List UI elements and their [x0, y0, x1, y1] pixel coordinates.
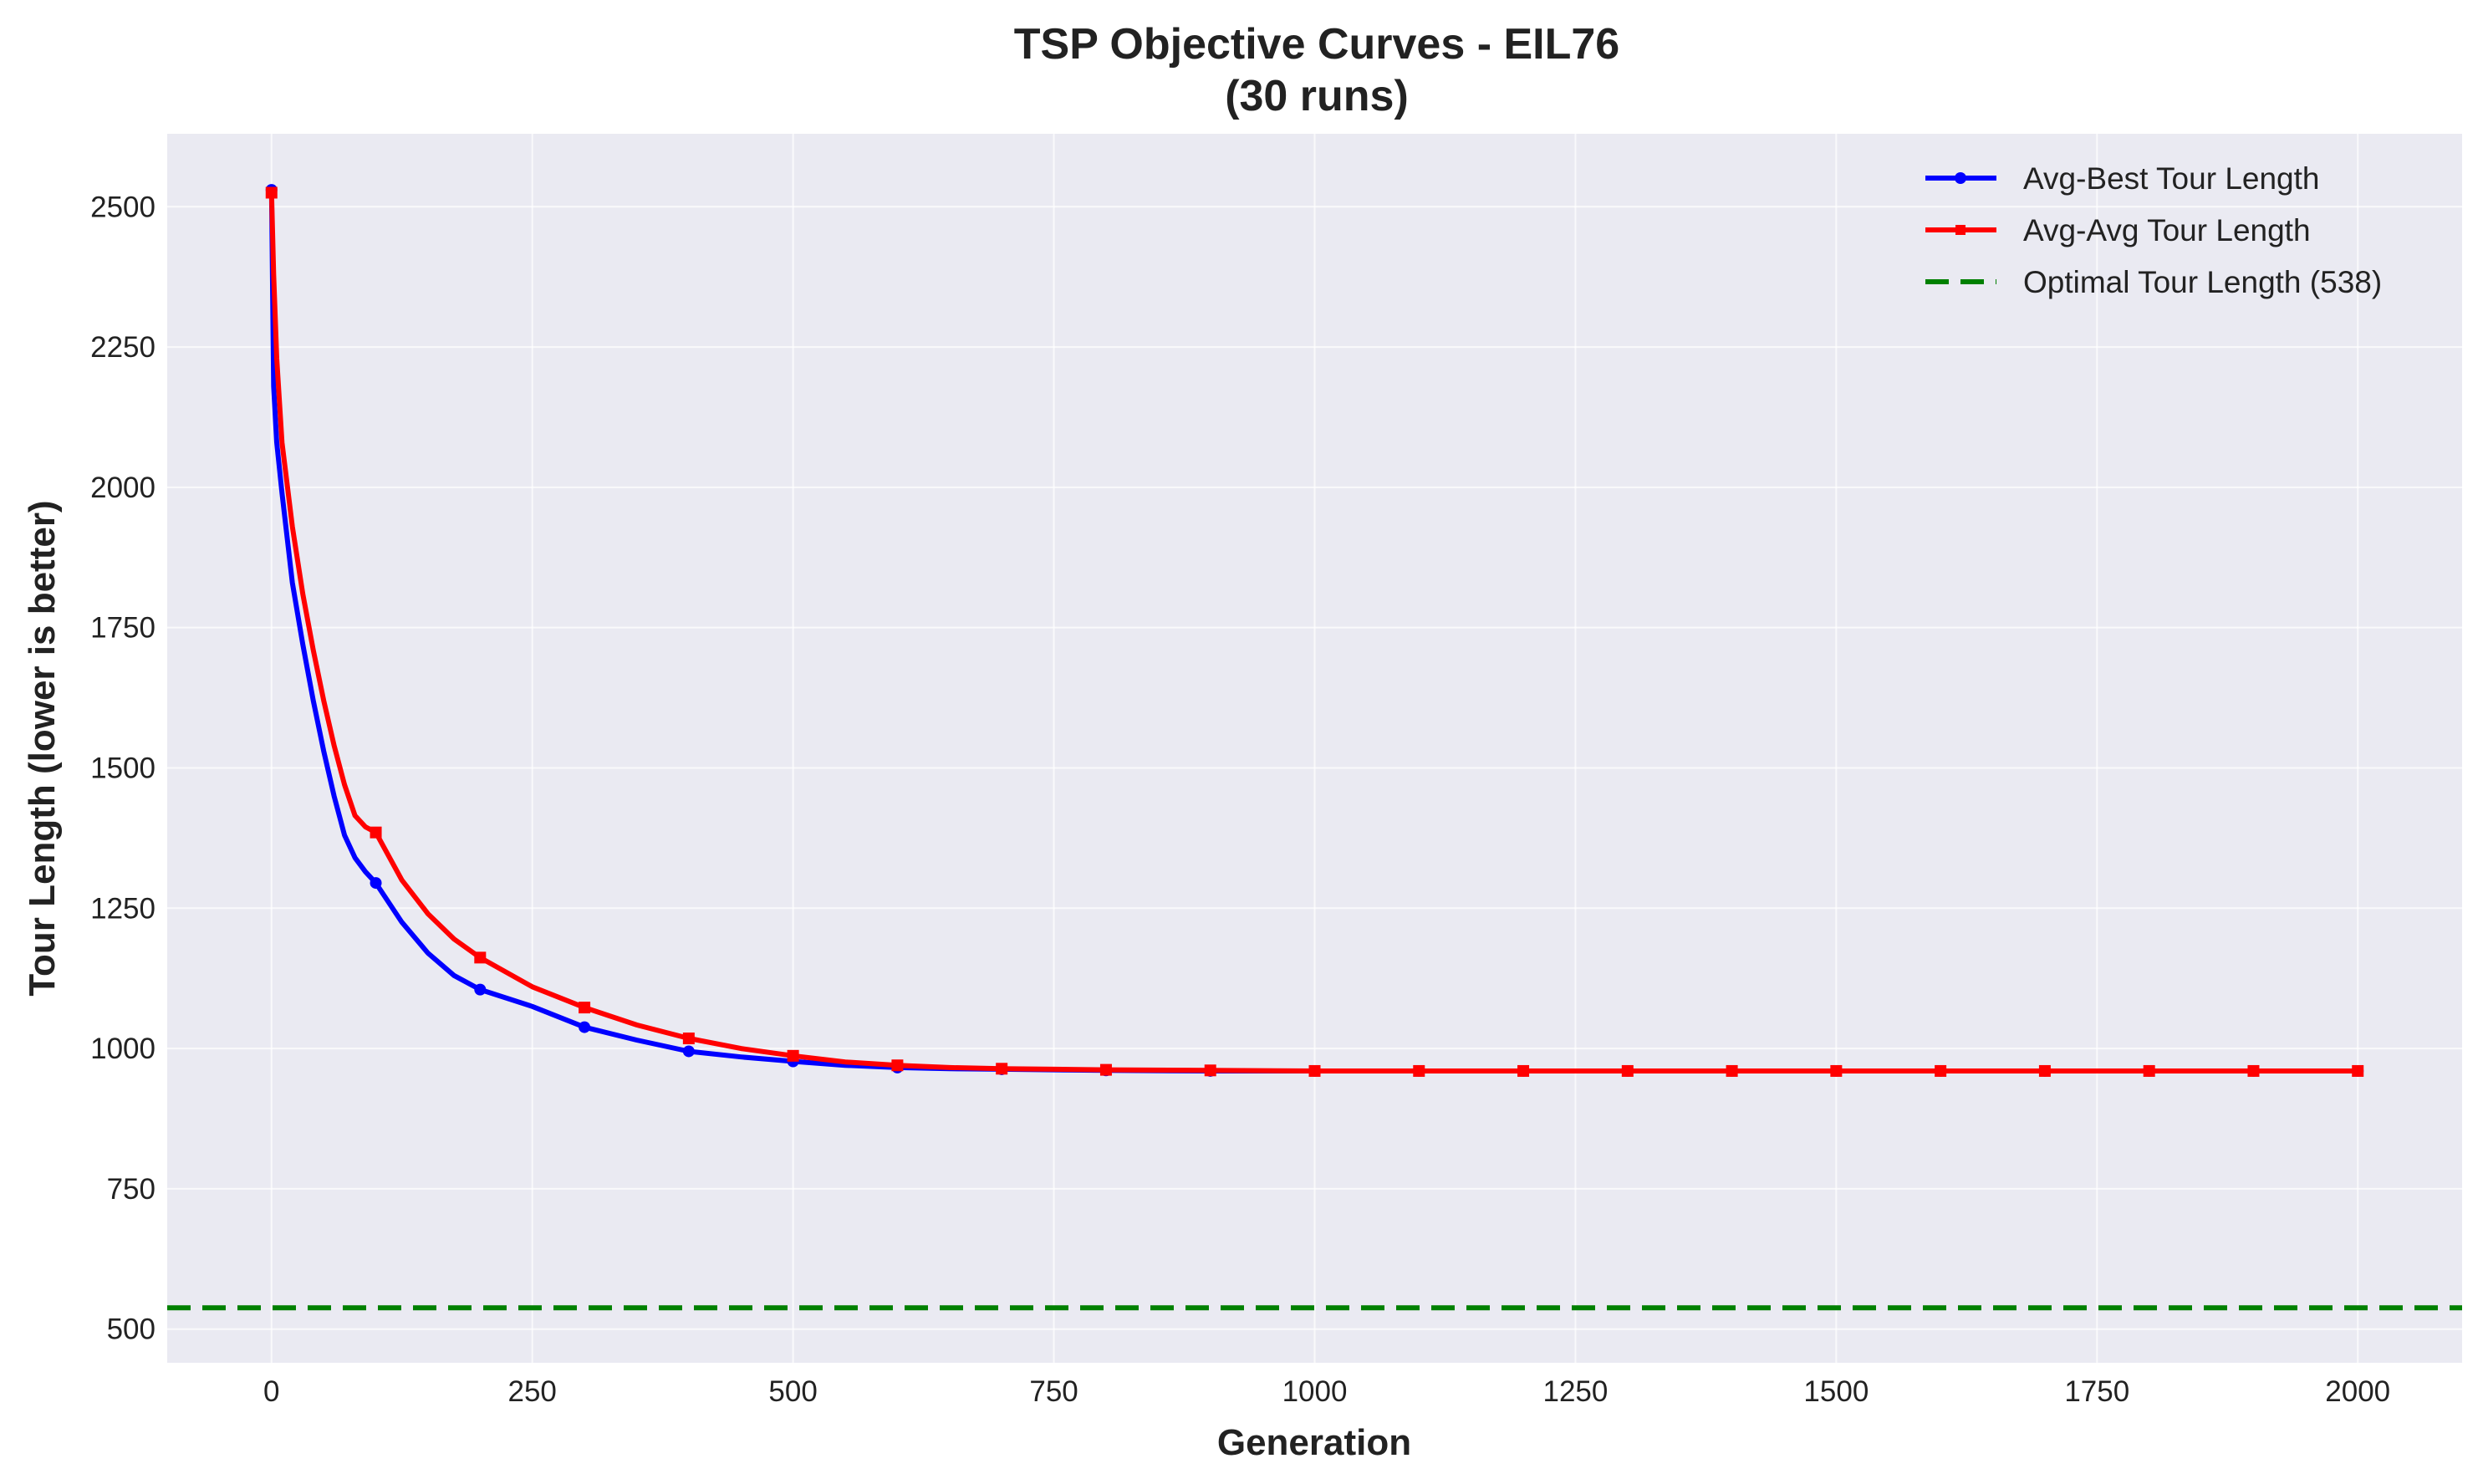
legend-item-avg-avg: Avg-Avg Tour Length [1925, 213, 2311, 247]
data-point-avg-best-tour-length [370, 877, 382, 890]
data-point-avg-avg-tour-length [1517, 1064, 1530, 1077]
y-tick-label: 500 [107, 1313, 156, 1346]
data-point-avg-avg-tour-length [370, 826, 382, 839]
data-point-avg-avg-tour-length [1308, 1064, 1321, 1077]
x-tick-label: 1250 [1542, 1375, 1608, 1408]
data-point-avg-avg-tour-length [265, 186, 278, 199]
x-tick-label: 500 [768, 1375, 817, 1408]
data-point-avg-avg-tour-length [1935, 1064, 1947, 1077]
data-point-avg-avg-tour-length [2352, 1064, 2364, 1077]
x-tick-label: 2000 [2325, 1375, 2390, 1408]
legend-marker-circle [1955, 172, 1966, 184]
y-tick-label: 2000 [90, 472, 156, 504]
x-axis-label: Generation [1217, 1422, 1411, 1463]
x-tick-label: 250 [508, 1375, 557, 1408]
series-layer [167, 184, 2462, 1311]
data-point-avg-best-tour-length [682, 1045, 695, 1058]
legend-item-optimal: Optimal Tour Length (538) [1925, 265, 2382, 299]
y-tick-label: 2500 [90, 191, 156, 223]
data-point-avg-best-tour-length [579, 1021, 591, 1033]
legend: Avg-Best Tour Length Avg-Avg Tour Length… [1925, 161, 2382, 299]
legend-marker-square [1955, 225, 1965, 235]
data-point-avg-avg-tour-length [1830, 1064, 1843, 1077]
grid [167, 134, 2462, 1363]
y-tick-label: 1000 [90, 1033, 156, 1065]
legend-item-avg-best: Avg-Best Tour Length [1925, 161, 2319, 196]
data-point-avg-avg-tour-length [579, 1002, 591, 1014]
data-point-avg-avg-tour-length [1621, 1064, 1634, 1077]
chart-title: TSP Objective Curves - EIL76 [1014, 20, 1619, 69]
data-point-avg-avg-tour-length [1099, 1063, 1112, 1076]
data-point-avg-avg-tour-length [2247, 1064, 2260, 1077]
data-point-avg-avg-tour-length [787, 1049, 799, 1062]
x-tick-label: 1000 [1282, 1375, 1348, 1408]
y-tick-label: 750 [107, 1173, 156, 1206]
data-point-avg-avg-tour-length [996, 1063, 1008, 1075]
data-point-avg-best-tour-length [474, 983, 487, 996]
data-point-avg-avg-tour-length [891, 1059, 904, 1072]
x-tick-label: 1750 [2064, 1375, 2129, 1408]
y-tick-label: 1750 [90, 612, 156, 645]
data-point-avg-avg-tour-length [1204, 1064, 1216, 1077]
data-point-avg-avg-tour-length [1726, 1064, 1738, 1077]
y-tick-label: 1250 [90, 892, 156, 925]
data-point-avg-avg-tour-length [682, 1033, 695, 1045]
x-tick-label: 1500 [1803, 1375, 1869, 1408]
data-point-avg-avg-tour-length [2143, 1064, 2155, 1077]
x-tick-labels: 0 250 500 750 1000 1250 1500 1750 2000 [263, 1375, 2390, 1408]
chart-subtitle: (30 runs) [1225, 72, 1409, 120]
legend-label-optimal: Optimal Tour Length (538) [2023, 265, 2382, 299]
legend-label-avg-avg: Avg-Avg Tour Length [2023, 213, 2311, 247]
legend-label-avg-best: Avg-Best Tour Length [2023, 161, 2319, 196]
data-point-avg-avg-tour-length [2038, 1064, 2051, 1077]
y-axis-label: Tour Length (lower is better) [22, 500, 63, 996]
x-tick-label: 0 [263, 1375, 279, 1408]
y-tick-label: 1500 [90, 752, 156, 784]
y-tick-label: 2250 [90, 331, 156, 364]
x-tick-label: 750 [1029, 1375, 1078, 1408]
y-tick-labels: 500 750 1000 1250 1500 1750 2000 2250 2500 [90, 191, 156, 1345]
data-point-avg-avg-tour-length [474, 951, 487, 964]
data-point-avg-avg-tour-length [1413, 1064, 1425, 1077]
